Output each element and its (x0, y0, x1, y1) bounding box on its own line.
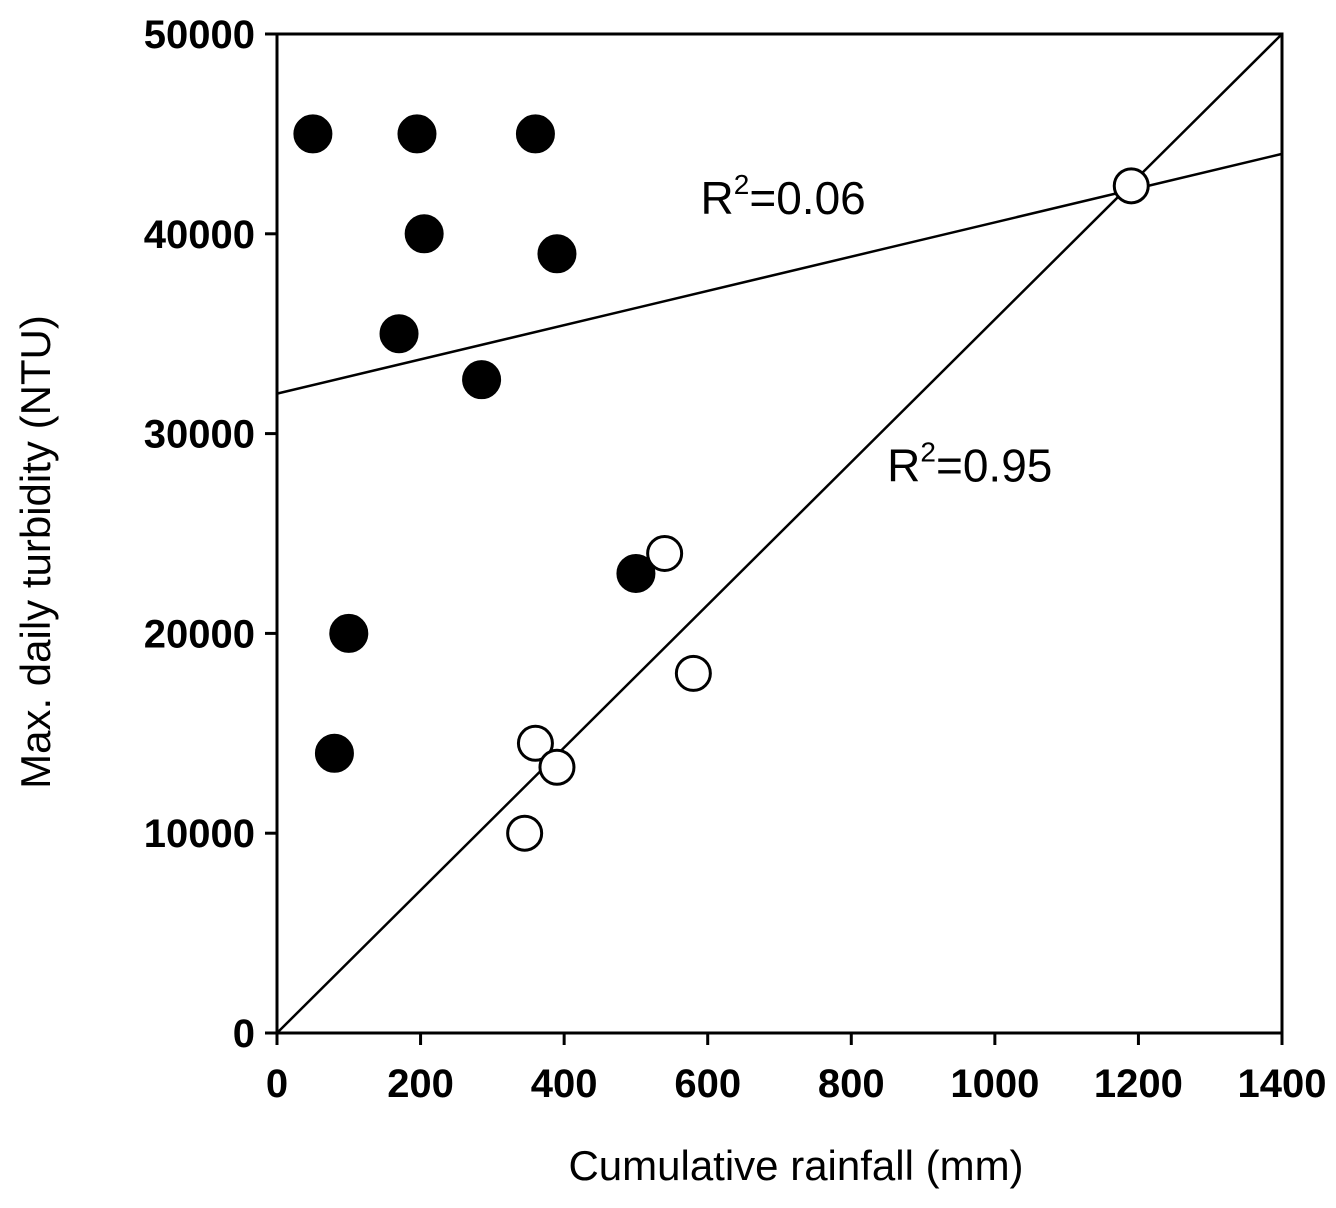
x-tick-label: 1400 (1238, 1062, 1327, 1106)
x-tick-label: 800 (818, 1062, 885, 1106)
y-tick-label: 40000 (144, 213, 255, 257)
x-tick-label: 0 (266, 1062, 288, 1106)
open-point (538, 748, 576, 786)
fit-annotations: R2=0.06 R2=0.95 (701, 169, 1053, 492)
plot-frame (275, 32, 1284, 1035)
y-tick-label: 50000 (144, 13, 255, 57)
filled-point (293, 114, 333, 154)
y-tick-label: 30000 (144, 413, 255, 457)
filled-point (397, 114, 437, 154)
fit-lines (276, 33, 1283, 1034)
x-tick-label: 600 (674, 1062, 741, 1106)
x-tick-label: 1000 (950, 1062, 1039, 1106)
r-squared-label: R2=0.95 (887, 437, 1052, 492)
filled-point (462, 360, 502, 400)
y-tick-label: 20000 (144, 612, 255, 656)
y-tick-label: 10000 (144, 812, 255, 856)
open-point (506, 814, 544, 852)
filled-point (379, 314, 419, 354)
filled-point (329, 613, 369, 653)
x-tick-label: 1200 (1094, 1062, 1183, 1106)
filled-point (537, 234, 577, 274)
x-tick-label: 200 (387, 1062, 454, 1106)
open-point (516, 724, 554, 762)
data-points (293, 114, 1150, 852)
axis-ticks: 0 200 400 600 800 1000 1200 1400 0 10000 20000 3000… (144, 13, 1327, 1106)
filled-point (314, 733, 354, 773)
y-tick-label: 0 (233, 1012, 255, 1056)
r-squared-label: R2=0.06 (701, 169, 866, 224)
x-axis-title: Cumulative rainfall (mm) (568, 1142, 1023, 1189)
x-tick-label: 400 (531, 1062, 598, 1106)
open-point (1112, 167, 1150, 205)
y-axis-title: Max. daily turbidity (NTU) (12, 315, 59, 789)
open-point (674, 654, 712, 692)
filled-point (404, 214, 444, 254)
filled-point (616, 553, 656, 593)
fit-line (276, 33, 1283, 1034)
open-point (646, 534, 684, 572)
filled-point (515, 114, 555, 154)
fit-line (276, 152, 1283, 395)
